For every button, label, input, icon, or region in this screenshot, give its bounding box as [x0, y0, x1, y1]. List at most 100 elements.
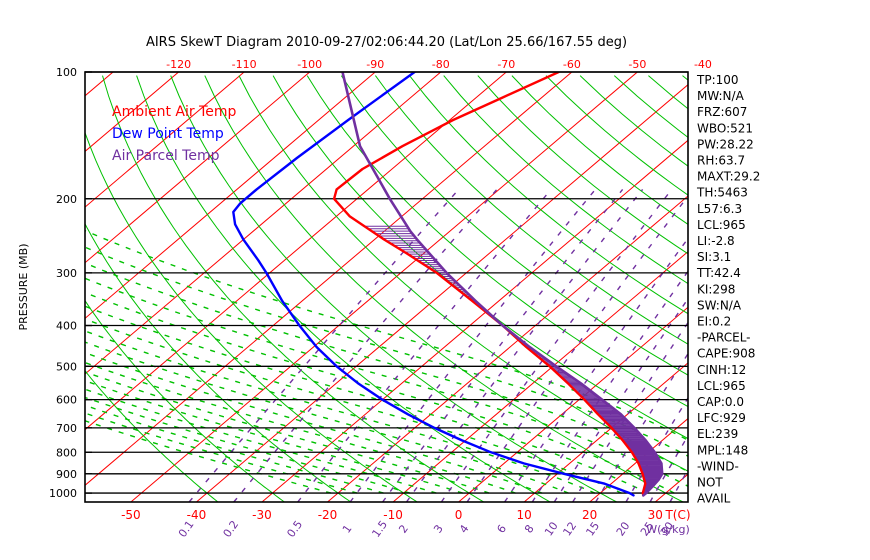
top-temperature-axis: -120 -110 -100 -90 -80 -70 -60 -50 -40	[166, 58, 712, 71]
saturated-adiabat-line	[85, 318, 622, 494]
mixing-ratio-line	[466, 194, 688, 502]
isotherm-line	[327, 195, 688, 502]
isotherm-line	[85, 72, 311, 264]
saturated-adiabat-line	[85, 361, 516, 494]
mixing-ratio-line	[382, 188, 624, 502]
top-temp-tick-label: -90	[366, 58, 384, 71]
saturated-adiabat-line	[85, 341, 569, 494]
index-entry-4: PW:28.22	[697, 137, 754, 151]
dry-adiabat-line	[306, 75, 688, 408]
index-entry-7: TH:5463	[696, 186, 748, 200]
index-entry-3: WBO:521	[697, 121, 753, 135]
index-entry-26: AVAIL	[697, 492, 731, 506]
index-panel: TP:100 MW:N/A FRZ:607 WBO:521 PW:28.22 RH:63.…	[696, 73, 760, 506]
saturated-adiabat-line	[85, 404, 384, 494]
isotherm-line	[589, 417, 688, 502]
temperature-unit-label: T(C)	[664, 508, 690, 522]
index-entry-20: CAP:0.0	[697, 395, 744, 409]
isotherm-line	[85, 72, 507, 431]
dry-adiabat-line	[648, 75, 688, 110]
bottom-temp-tick-label: 0	[455, 508, 463, 522]
mixing-ratio-line	[504, 237, 688, 502]
mixing-ratio-line	[188, 188, 460, 502]
index-entry-11: SI:3.1	[697, 250, 731, 264]
index-entry-6: MAXT:29.2	[697, 170, 760, 184]
dry-adiabat-line	[238, 75, 688, 472]
mixing-ratio-tick-label: 4	[457, 522, 472, 535]
mixing-ratio-line	[649, 434, 688, 502]
dry-adiabat-line	[340, 75, 688, 376]
index-entry-24: -WIND-	[697, 459, 739, 473]
dry-adiabat-line	[409, 75, 688, 315]
pressure-tick-label: 900	[56, 468, 77, 481]
isotherm-line	[196, 84, 688, 502]
top-temp-tick-label: -80	[432, 58, 450, 71]
pressure-tick-label: 700	[56, 422, 77, 435]
top-temp-tick-label: -100	[297, 58, 322, 71]
pressure-tick-label: 800	[56, 446, 77, 459]
mixing-ratio-tick-label: 8	[522, 522, 537, 535]
saturated-adiabat-line	[85, 262, 688, 473]
mixing-ratio-line	[349, 188, 596, 502]
isotherm-line	[261, 139, 688, 502]
grid-lines	[85, 72, 870, 502]
dry-adiabat-line	[85, 369, 219, 502]
pressure-tick-label: 100	[56, 66, 77, 79]
bottom-temp-tick-label: -10	[383, 508, 403, 522]
index-entry-5: RH:63.7	[697, 154, 745, 168]
mixing-ratio-tick-label: 2	[396, 522, 411, 535]
dry-adiabat-line	[85, 299, 285, 502]
bottom-temp-tick-label: -20	[318, 508, 338, 522]
index-entry-2: FRZ:607	[697, 105, 747, 119]
mixing-ratio-tick-label: 20	[614, 520, 633, 539]
index-entry-25: NOT	[697, 476, 723, 490]
mixing-ratio-tick-label: 15	[583, 520, 602, 539]
top-temp-tick-label: -40	[694, 58, 712, 71]
mixing-ratio-line	[440, 188, 673, 502]
isotherm-line	[458, 306, 688, 502]
dry-adiabat-line	[511, 75, 688, 225]
index-entry-12: TT:42.4	[696, 266, 741, 280]
series-line-air-parcel-temp	[341, 72, 664, 497]
saturated-adiabat-line	[85, 291, 675, 494]
legend-item-2: Air Parcel Temp	[112, 148, 220, 164]
top-temp-tick-label: -60	[563, 58, 581, 71]
bottom-temp-tick-label: 10	[517, 508, 532, 522]
y-axis-label: PRESSURE (MB)	[17, 244, 30, 331]
index-entry-13: KI:298	[697, 282, 735, 296]
index-entry-9: LCL:965	[697, 218, 746, 232]
mixing-ratio-line	[669, 468, 688, 502]
bottom-temp-tick-label: -40	[187, 508, 207, 522]
saturated-adiabat-line	[85, 277, 688, 488]
pressure-tick-label: 500	[56, 360, 77, 373]
mixing-ratio-line	[233, 188, 498, 502]
data-curves	[232, 72, 664, 497]
pressure-axis: 100 200 300 400 500 600 700 800 900 1000	[49, 66, 92, 500]
bottom-temperature-axis: -50 -40 -30 -20 -10 0 10 20 30 T(C)	[121, 508, 690, 522]
top-temp-tick-label: -50	[628, 58, 646, 71]
bottom-temp-tick-label: -50	[121, 508, 141, 522]
mixing-ratio-unit-label: W(g/kg)	[646, 523, 690, 536]
index-entry-18: CINH:12	[697, 363, 746, 377]
saturated-adiabat-line	[85, 246, 688, 457]
legend: Ambient Air Temp Dew Point Temp Air Parcel…	[112, 104, 237, 164]
index-entry-1: MW:N/A	[697, 89, 745, 103]
saturated-adiabat-line	[85, 305, 649, 494]
saturated-adiabat-line	[85, 388, 437, 494]
isotherm-line	[786, 72, 870, 502]
chart-title: AIRS SkewT Diagram 2010-09-27/02:06:44.2…	[146, 35, 627, 50]
isotherm-line	[85, 72, 245, 208]
pressure-tick-label: 400	[56, 320, 77, 333]
mixing-ratio-tick-label: 1	[340, 522, 355, 535]
saturated-adiabat-line	[85, 412, 358, 494]
index-entry-17: CAPE:908	[697, 347, 755, 361]
dry-adiabat-line	[272, 75, 688, 440]
isotherm-line	[852, 72, 870, 502]
dry-adiabat-line	[170, 75, 617, 502]
dry-adiabat-line	[477, 75, 688, 255]
mixing-ratio-tick-label: 10	[542, 520, 561, 539]
top-temp-tick-label: -110	[232, 58, 257, 71]
top-temp-tick-label: -70	[497, 58, 515, 71]
index-entry-8: L57:6.3	[697, 202, 742, 216]
bottom-temp-tick-label: -30	[252, 508, 272, 522]
